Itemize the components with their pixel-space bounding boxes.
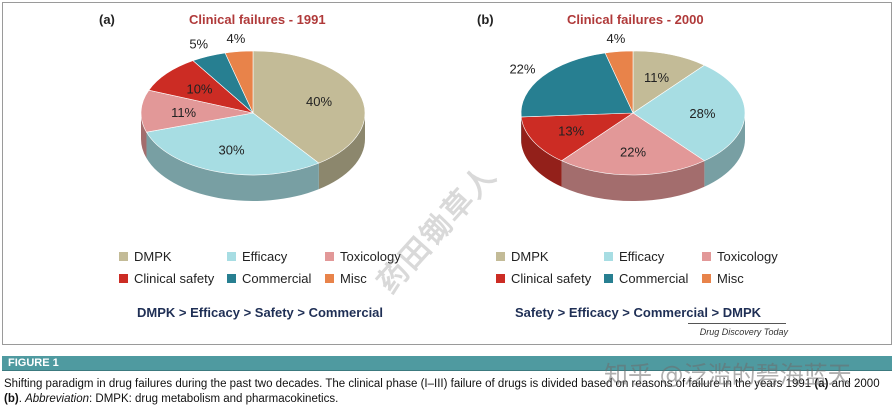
pie-1991-legend-item: Commercial [227,271,311,286]
pie-1991-legend-label: Clinical safety [134,271,215,286]
figure-caption: Shifting paradigm in drug failures durin… [4,377,888,407]
pie-2000-legend-label: Efficacy [619,249,665,264]
pie-1991-label-efficacy: 30% [219,143,245,158]
pie-2000-legend-swatch [496,274,505,283]
pie-2000-legend-item: Commercial [604,271,688,286]
pie-1991-legend-label: Toxicology [340,249,401,264]
pie-2000-legend-label: DMPK [511,249,549,264]
pie-2000-label-misc: 4% [606,31,625,46]
pie-2000-legend-item: Efficacy [604,249,664,264]
panel-b-title: Clinical failures - 2000 [567,12,704,27]
figure-label: FIGURE 1 [8,357,59,369]
pie-1991-legend-swatch [119,252,128,261]
panel-a-title: Clinical failures - 1991 [189,12,326,27]
pie-1991-legend-label: DMPK [134,249,172,264]
source-credit: Drug Discovery Today [699,327,788,337]
figure-label-bar: FIGURE 1 [2,356,892,371]
pie-2000-legend-swatch [496,252,505,261]
pie-2000-side-efficacy [704,113,745,187]
ranking-1991: DMPK > Efficacy > Safety > Commercial [137,305,384,320]
pie-1991-slice-dmpk [252,50,366,164]
pie-1991-slice-misc [224,50,254,114]
corner-watermark: 知乎 @泛滥的碧海蓝天 [604,361,852,389]
pie-1991-label-misc: 4% [226,31,245,46]
caption-ref-b: (b) [4,393,19,405]
pie-2000-legend-label: Misc [717,271,744,286]
pie-1991-side-efficacy [146,132,319,201]
pie-2000-legend-swatch [604,252,613,261]
pie-1991-side-toxicology [141,113,147,159]
pie-1991-label-clinical-safety: 10% [186,81,212,96]
pie-2000-legend-swatch [702,252,711,261]
pie-2000-side-clinical-safety [521,116,562,187]
pie-1991-legend-item: Misc [325,271,367,286]
pie-2000-slice-clinical-safety [520,112,635,162]
pie-1991-legend-item: Clinical safety [119,271,214,286]
pie-2000-legend-item: DMPK [496,249,549,264]
panel-a-letter: (a) [99,12,115,27]
caption-abbreviation-label: Abbreviation [25,393,90,405]
pie-2000-label-commercial: 22% [509,62,535,77]
pie-2000-legend-item: Clinical safety [496,271,591,286]
pie-2000-slice-misc [604,50,634,114]
caption-text-4: : DMPK: drug metabolism and pharmacokine… [89,393,339,405]
pie-2000-legend-label: Commercial [619,271,689,286]
pie-2000-label-efficacy: 28% [689,106,715,121]
pie-1991-legend-label: Commercial [242,271,312,286]
pie-2000-legend-item: Toxicology [702,249,778,264]
pie-2000-label-clinical-safety: 13% [558,123,584,138]
pie-2000-slice-commercial [520,52,634,118]
pie-2000-legend-label: Toxicology [717,249,778,264]
pie-1991-legend-swatch [227,252,236,261]
pie-1991-legend-swatch [227,274,236,283]
pie-2000-slice-toxicology [560,112,706,176]
caption-text: Shifting paradigm in drug failures durin… [4,378,815,390]
ranking-2000: Safety > Efficacy > Commercial > DMPK [515,305,762,320]
caption-text-2: and 2000 [828,378,880,390]
legend-1991: DMPK Efficacy Toxicology Clinical safety Com… [119,249,439,293]
pie-1991-legend-swatch [325,274,334,283]
pie-chart-2000: 11% 28% 22% 13% 22% 4% [509,31,746,201]
source-divider [688,323,786,324]
pie-2000-label-toxicology: 22% [620,144,646,159]
caption-text-3: . [18,393,26,405]
pie-1991-legend-label: Efficacy [242,249,288,264]
pie-1991-legend-swatch [119,274,128,283]
pie-2000-legend-label: Clinical safety [511,271,592,286]
legend-2000: DMPK Efficacy Toxicology Clinical safety Com… [496,249,816,293]
panel-b-letter: (b) [477,12,494,27]
pie-2000-side-toxicology [561,160,705,201]
pie-1991-legend-item: Toxicology [325,249,401,264]
pie-1991-label-toxicology: 11% [171,105,196,120]
pie-1991-slice-efficacy [146,112,320,176]
pie-2000-legend-swatch [702,274,711,283]
pie-1991-legend-item: Efficacy [227,249,287,264]
figure-panel: (a) Clinical failures - 1991 40% 30% 11% 10… [2,2,892,345]
caption-ref-a: (a) [814,378,829,390]
pie-1991-legend-label: Misc [340,271,367,286]
pie-1991-label-dmpk: 40% [306,94,332,109]
pie-2000-label-dmpk: 11% [644,70,669,85]
pie-1991-legend-item: DMPK [119,249,172,264]
pie-2000-slice-dmpk [632,50,706,114]
pie-2000-legend-swatch [604,274,613,283]
pie-2000-slice-efficacy [632,64,746,162]
pie-chart-1991: 40% 30% 11% 10% 5% 4% [140,31,366,201]
pie-1991-legend-swatch [325,252,334,261]
pie-1991-slice-toxicology [140,89,254,133]
pie-2000-legend-item: Misc [702,271,744,286]
pie-1991-label-commercial: 5% [189,37,208,52]
